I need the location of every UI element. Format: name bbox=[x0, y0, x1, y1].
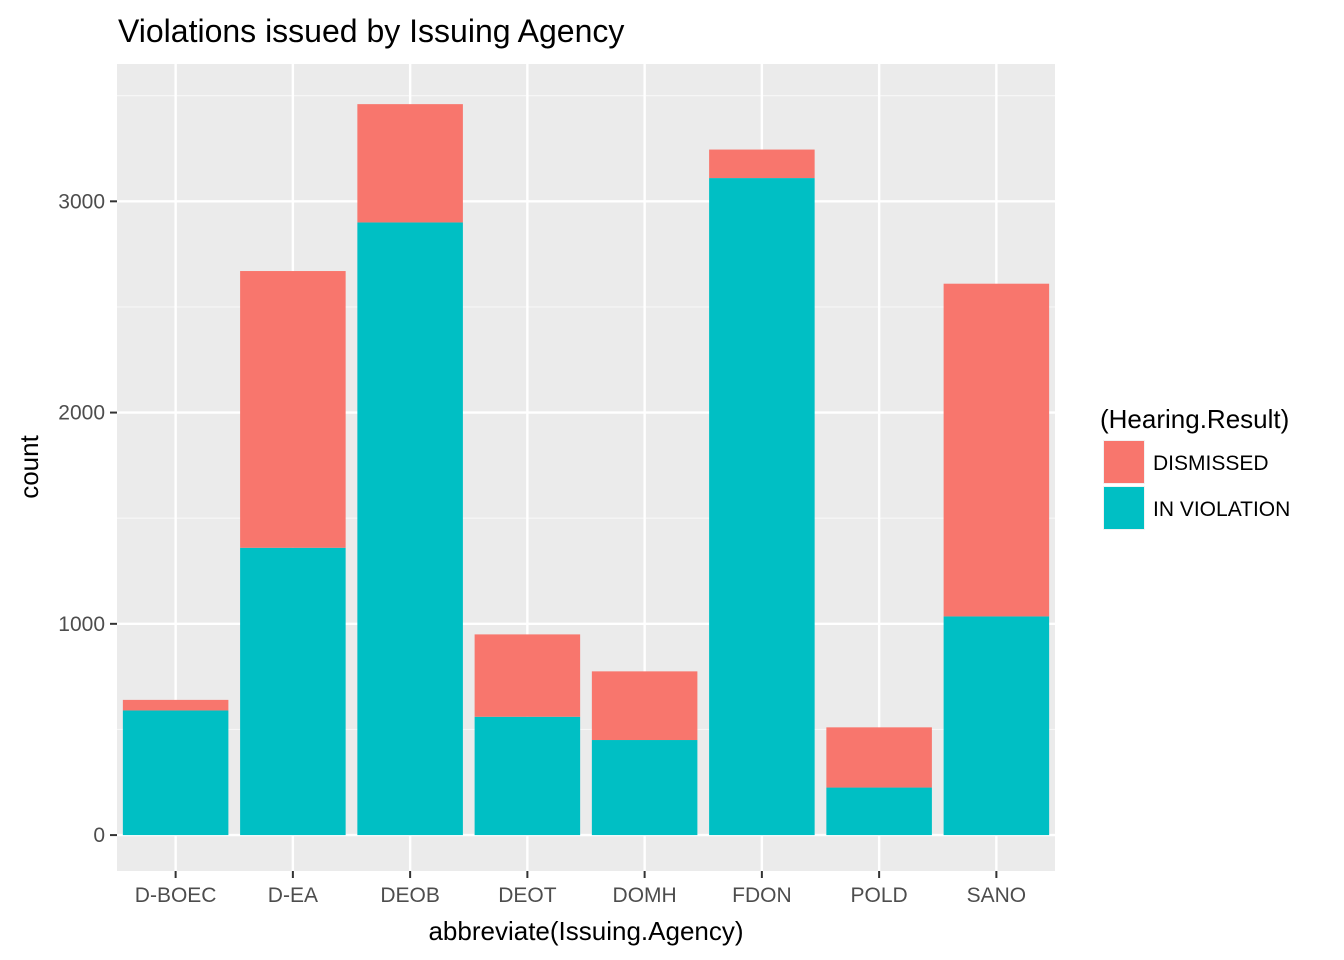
bar-sano-dismissed bbox=[943, 283, 1050, 617]
legend-label: DISMISSED bbox=[1153, 452, 1269, 475]
y-axis-title: count bbox=[14, 434, 44, 498]
legend-title: (Hearing.Result) bbox=[1100, 404, 1289, 434]
bar-d-boec-in-violation bbox=[122, 710, 229, 836]
x-tick-label: D-EA bbox=[268, 884, 318, 907]
bar-deob-in-violation bbox=[357, 222, 463, 836]
x-tick-label: DOMH bbox=[613, 884, 677, 907]
bar-d-boec-dismissed bbox=[122, 699, 229, 711]
bar-pold-dismissed bbox=[826, 727, 932, 788]
bar-deob-dismissed bbox=[357, 104, 463, 223]
bar-d-ea-in-violation bbox=[240, 547, 346, 836]
legend-label: IN VIOLATION bbox=[1153, 498, 1290, 521]
bar-deot-in-violation bbox=[474, 716, 581, 836]
x-axis-title: abbreviate(Issuing.Agency) bbox=[428, 916, 743, 946]
y-axis: 0 1000 2000 3000 bbox=[58, 190, 117, 847]
chart-title: Violations issued by Issuing Agency bbox=[118, 13, 624, 49]
y-tick-label: 0 bbox=[93, 824, 105, 847]
y-tick-label: 2000 bbox=[58, 402, 105, 425]
x-tick-label: DEOB bbox=[380, 884, 440, 907]
legend-swatch bbox=[1104, 487, 1144, 529]
x-tick-label: POLD bbox=[851, 884, 908, 907]
y-tick-label: 3000 bbox=[58, 190, 105, 213]
x-tick-label: FDON bbox=[732, 884, 792, 907]
x-axis: D-BOEC D-EA DEOB DEOT DOMH FDON POLD SANO bbox=[135, 871, 1026, 907]
y-tick-label: 1000 bbox=[58, 613, 105, 636]
bar-d-ea-dismissed bbox=[240, 271, 346, 548]
x-tick-label: SANO bbox=[967, 884, 1027, 907]
legend: (Hearing.Result) DISMISSED IN VIOLATION bbox=[1100, 404, 1290, 530]
bar-domh-dismissed bbox=[591, 671, 698, 741]
bar-pold-in-violation bbox=[826, 787, 932, 836]
bar-fdon-dismissed bbox=[709, 149, 815, 179]
x-tick-label: D-BOEC bbox=[135, 884, 217, 907]
x-tick-label: DEOT bbox=[498, 884, 557, 907]
bar-sano-in-violation bbox=[943, 616, 1050, 836]
bar-fdon-in-violation bbox=[709, 178, 815, 836]
bar-domh-in-violation bbox=[591, 740, 698, 836]
bar-deot-dismissed bbox=[474, 634, 581, 717]
legend-swatch bbox=[1104, 441, 1144, 483]
bars bbox=[122, 104, 1050, 836]
